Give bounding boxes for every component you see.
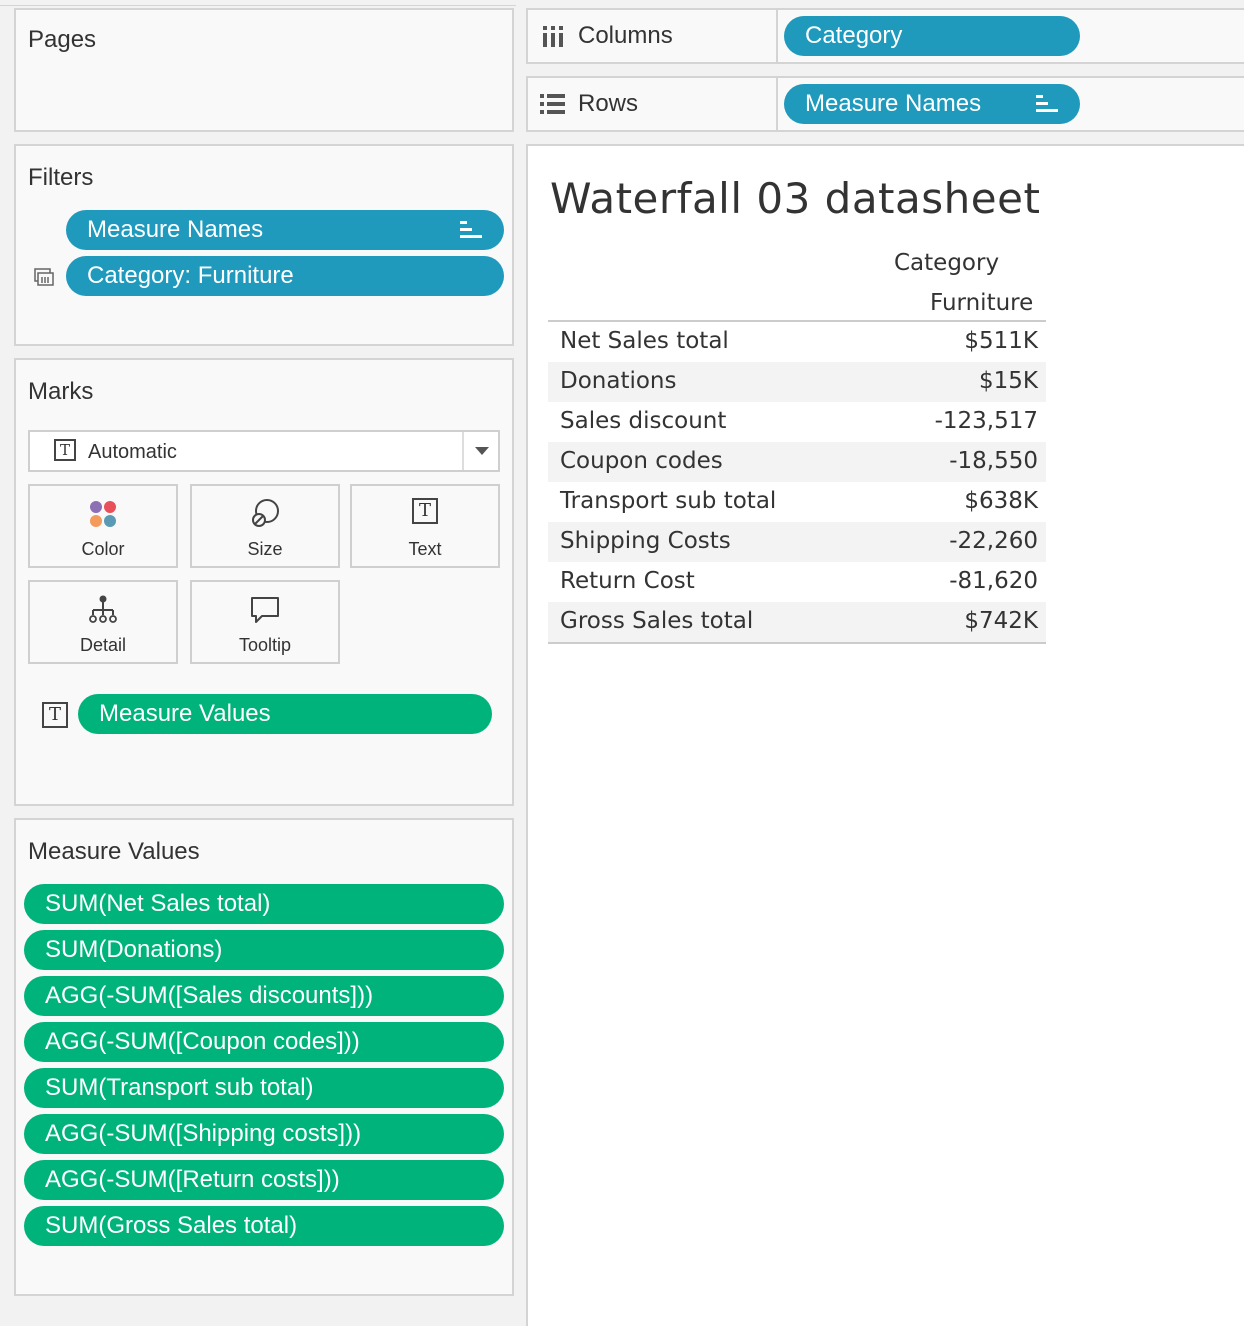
- column-header-value: Furniture: [930, 290, 1034, 316]
- measure-value-label: SUM(Transport sub total): [45, 1074, 314, 1101]
- row-label: Sales discount: [560, 408, 727, 434]
- measure-value-pill[interactable]: AGG(-SUM([Shipping costs])): [24, 1114, 504, 1154]
- row-value: -22,260: [949, 528, 1038, 554]
- rows-label: Rows: [578, 90, 639, 117]
- text-label: Text: [408, 539, 442, 559]
- row-value: -81,620: [949, 568, 1038, 594]
- row-label: Donations: [560, 368, 677, 394]
- worksheet-title: Waterfall 03 datasheet: [550, 174, 1041, 223]
- row-value: $511K: [964, 328, 1038, 354]
- chevron-down-icon: [475, 447, 489, 455]
- columns-shelf-label: Columns: [528, 10, 778, 62]
- row-value: -123,517: [934, 408, 1038, 434]
- sort-icon: [1036, 95, 1058, 113]
- measure-value-label: SUM(Gross Sales total): [45, 1212, 298, 1239]
- measure-values-title: Measure Values: [28, 838, 200, 865]
- measure-value-pill[interactable]: SUM(Gross Sales total): [24, 1206, 504, 1246]
- table-row[interactable]: Coupon codes -18,550: [548, 442, 1046, 482]
- rows-icon: [540, 94, 565, 114]
- measure-value-label: AGG(-SUM([Sales discounts])): [45, 982, 374, 1009]
- color-icon: [90, 501, 116, 527]
- data-table: Net Sales total $511K Donations $15K Sal…: [548, 320, 1046, 644]
- text-button[interactable]: T Text: [350, 484, 500, 568]
- marks-text-pill-label: Measure Values: [99, 700, 271, 727]
- pages-card[interactable]: Pages: [14, 8, 514, 132]
- pages-title: Pages: [28, 26, 97, 53]
- measure-value-pill[interactable]: AGG(-SUM([Coupon codes])): [24, 1022, 504, 1062]
- mark-type-label: Automatic: [88, 441, 177, 463]
- rows-shelf-label: Rows: [528, 78, 778, 130]
- measure-value-pill[interactable]: SUM(Net Sales total): [24, 884, 504, 924]
- measure-value-label: AGG(-SUM([Coupon codes])): [45, 1028, 360, 1055]
- column-header-field: Category: [894, 250, 1000, 276]
- text-icon: T: [412, 498, 438, 524]
- row-label: Coupon codes: [560, 448, 723, 474]
- measure-value-pill[interactable]: AGG(-SUM([Sales discounts])): [24, 976, 504, 1016]
- detail-icon: [89, 595, 117, 623]
- measure-value-label: SUM(Net Sales total): [45, 890, 271, 917]
- dropdown-divider: [462, 432, 464, 470]
- marks-card[interactable]: Marks T Automatic Color Size T Text: [14, 358, 514, 806]
- table-row[interactable]: Gross Sales total $742K: [548, 602, 1046, 642]
- row-label: Shipping Costs: [560, 528, 731, 554]
- filter-pill-label: Category: Furniture: [87, 262, 294, 289]
- sort-icon: [460, 221, 482, 239]
- measure-value-label: AGG(-SUM([Shipping costs])): [45, 1120, 362, 1147]
- row-value: $15K: [979, 368, 1038, 394]
- rows-pill-label: Measure Names: [805, 90, 982, 117]
- detail-label: Detail: [79, 635, 127, 655]
- rows-shelf[interactable]: Rows Measure Names: [526, 76, 1244, 132]
- filter-pill-label: Measure Names: [87, 216, 264, 243]
- marks-text-pill[interactable]: Measure Values: [78, 694, 492, 734]
- row-label: Gross Sales total: [560, 608, 754, 634]
- table-row[interactable]: Sales discount -123,517: [548, 402, 1046, 442]
- row-label: Transport sub total: [560, 488, 777, 514]
- table-row[interactable]: Transport sub total $638K: [548, 482, 1046, 522]
- filter-pill-measure-names[interactable]: Measure Names: [66, 210, 504, 250]
- table-row[interactable]: Shipping Costs -22,260: [548, 522, 1046, 562]
- worksheet-view[interactable]: Waterfall 03 datasheet Category Furnitur…: [526, 144, 1244, 1326]
- text-mark-icon: T: [54, 439, 76, 461]
- measure-value-pill[interactable]: SUM(Donations): [24, 930, 504, 970]
- size-icon: [252, 499, 279, 527]
- filter-pill-category[interactable]: Category: Furniture: [66, 256, 504, 296]
- columns-icon: [543, 26, 563, 47]
- rows-pill-measure-names[interactable]: Measure Names: [784, 84, 1080, 124]
- size-button[interactable]: Size: [190, 484, 340, 568]
- table-row[interactable]: Donations $15K: [548, 362, 1046, 402]
- tooltip-label: Tooltip: [238, 635, 292, 655]
- measure-values-card[interactable]: Measure Values SUM(Net Sales total) SUM(…: [14, 818, 514, 1296]
- color-label: Color: [81, 539, 125, 559]
- top-strip: [0, 0, 516, 6]
- row-value: -18,550: [949, 448, 1038, 474]
- text-encoding-icon: T: [42, 702, 68, 728]
- columns-pill-label: Category: [805, 22, 903, 49]
- color-button[interactable]: Color: [28, 484, 178, 568]
- row-label: Net Sales total: [560, 328, 729, 354]
- tooltip-icon: [251, 597, 279, 623]
- measure-value-label: SUM(Donations): [45, 936, 223, 963]
- tooltip-button[interactable]: Tooltip: [190, 580, 340, 664]
- filters-card[interactable]: Filters Measure Names Category: Furnitur…: [14, 144, 514, 346]
- row-label: Return Cost: [560, 568, 695, 594]
- filters-title: Filters: [28, 164, 94, 191]
- columns-shelf[interactable]: Columns Category: [526, 8, 1244, 64]
- measure-value-pill[interactable]: AGG(-SUM([Return costs])): [24, 1160, 504, 1200]
- marks-title: Marks: [28, 378, 94, 405]
- row-value: $742K: [964, 608, 1038, 634]
- mark-type-dropdown[interactable]: T Automatic: [28, 430, 500, 472]
- columns-label: Columns: [578, 22, 673, 49]
- measure-value-label: AGG(-SUM([Return costs])): [45, 1166, 340, 1193]
- row-value: $638K: [964, 488, 1038, 514]
- filter-context-icon: [34, 268, 54, 286]
- columns-pill-category[interactable]: Category: [784, 16, 1080, 56]
- table-row[interactable]: Return Cost -81,620: [548, 562, 1046, 602]
- size-label: Size: [247, 539, 283, 559]
- detail-button[interactable]: Detail: [28, 580, 178, 664]
- measure-value-pill[interactable]: SUM(Transport sub total): [24, 1068, 504, 1108]
- table-row[interactable]: Net Sales total $511K: [548, 322, 1046, 362]
